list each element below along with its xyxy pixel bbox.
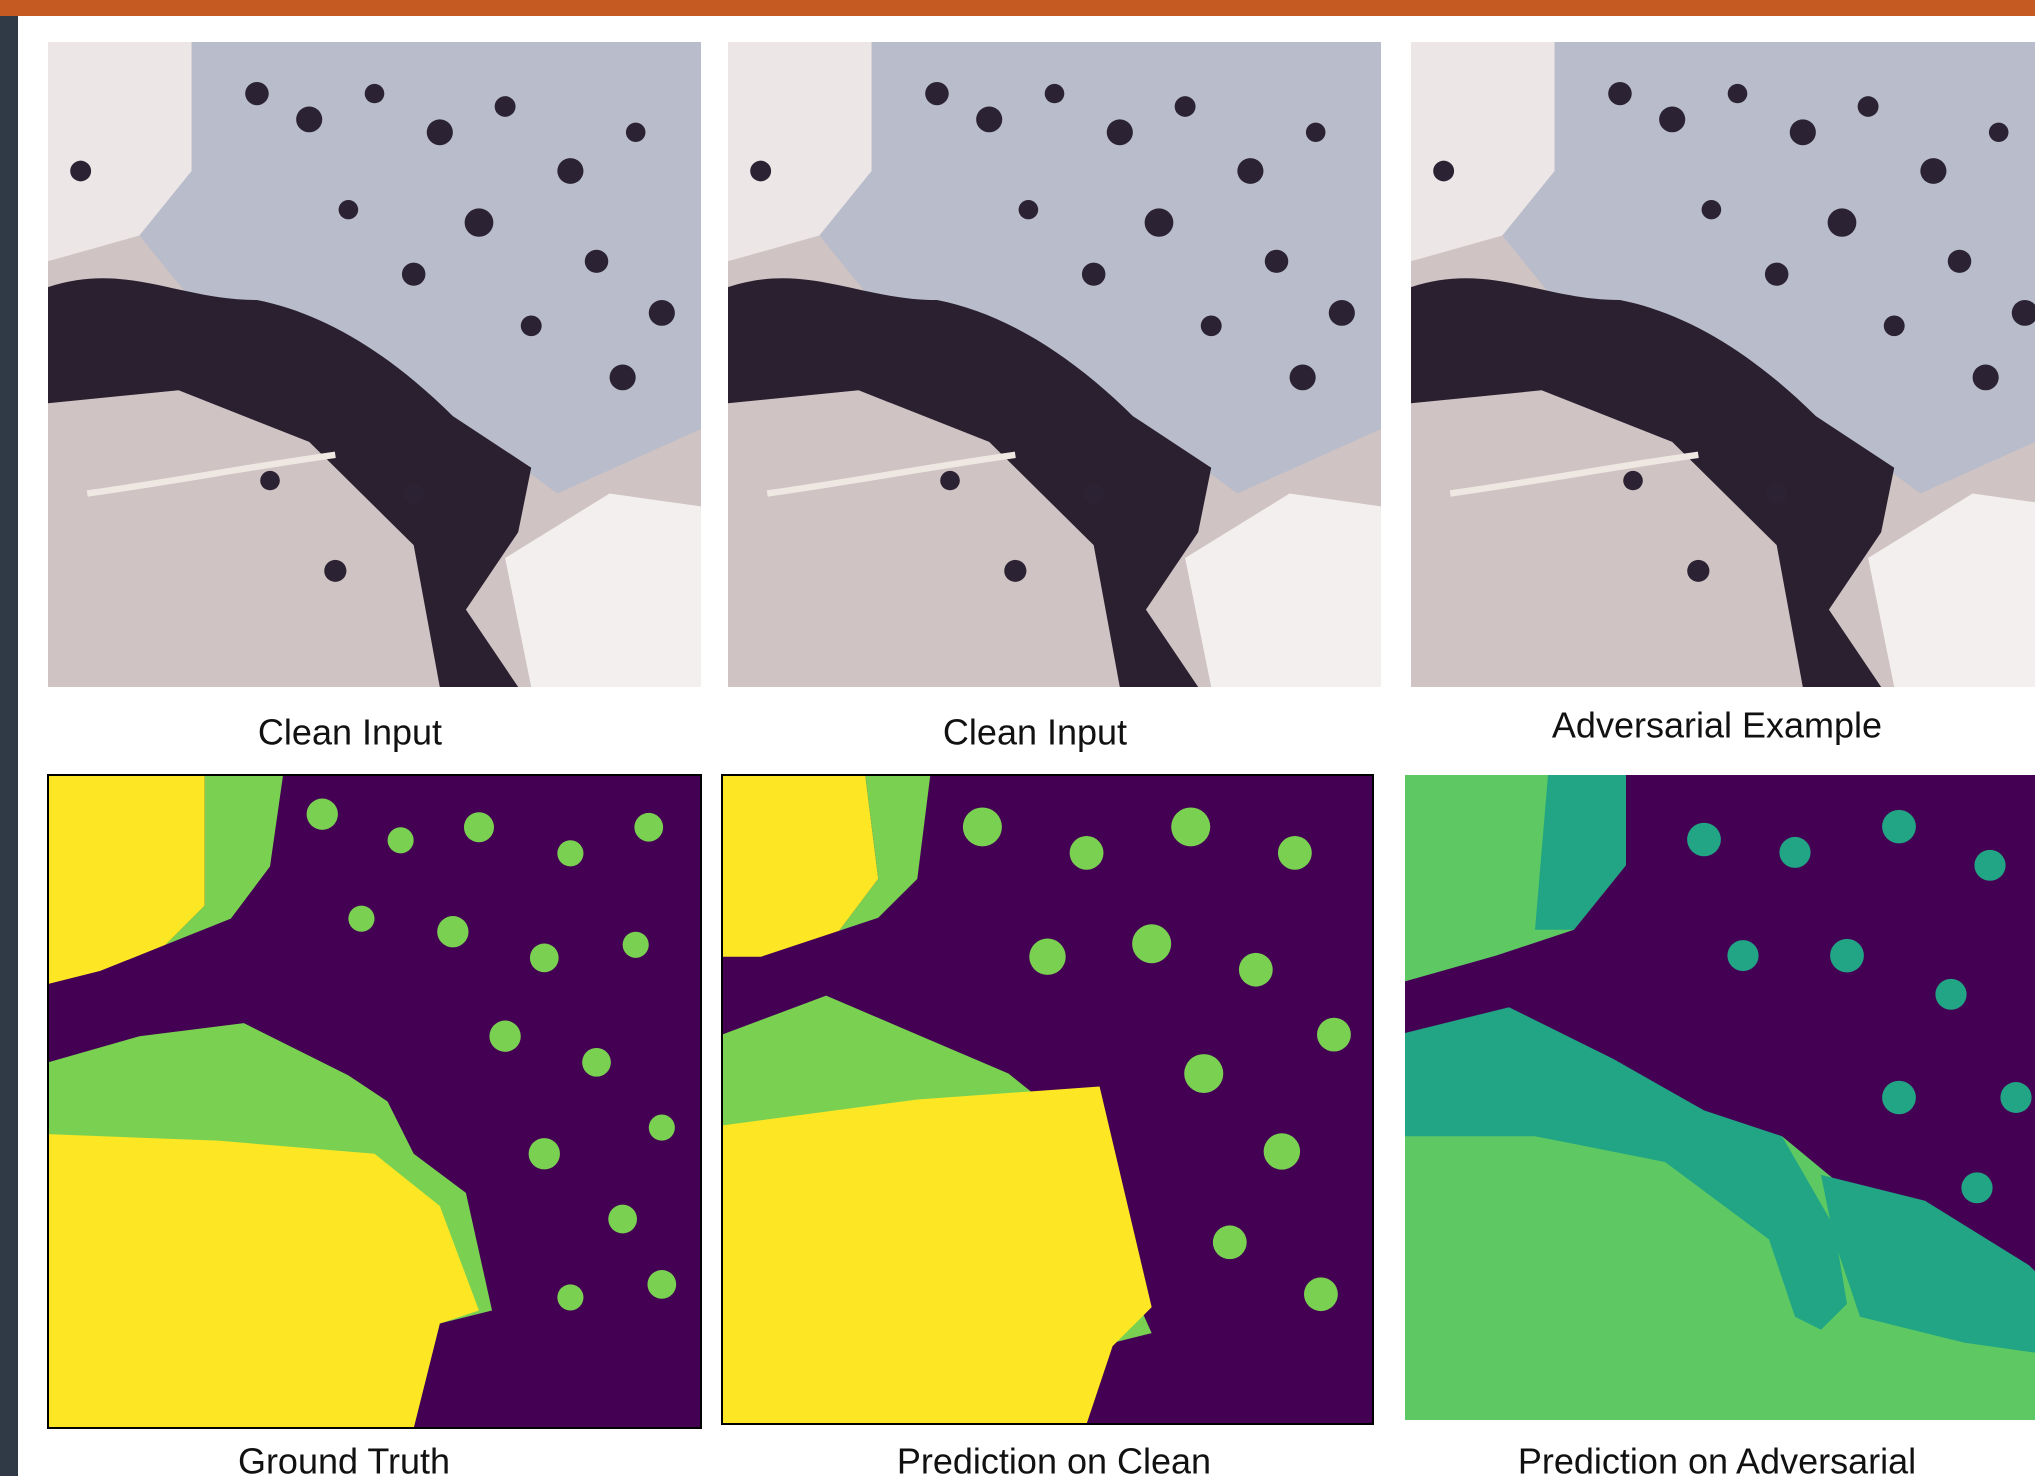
segmentation-map: [48, 775, 701, 1428]
slide: Clean Input Clean Input Adversarial Exam…: [0, 0, 2035, 1476]
caption: Prediction on Adversarial: [1518, 1441, 1916, 1476]
caption: Clean Input: [258, 712, 442, 753]
caption: Prediction on Clean: [897, 1441, 1211, 1476]
satellite-image: [728, 42, 1381, 687]
side-bar: [0, 16, 18, 1476]
caption: Adversarial Example: [1552, 705, 1882, 746]
satellite-image: [1411, 42, 2035, 687]
segmentation-map: [722, 775, 1373, 1424]
caption: Ground Truth: [238, 1441, 450, 1476]
caption: Clean Input: [943, 712, 1127, 753]
top-bar: [0, 0, 2035, 16]
satellite-image: [48, 42, 701, 687]
segmentation-map: [1405, 775, 2035, 1420]
